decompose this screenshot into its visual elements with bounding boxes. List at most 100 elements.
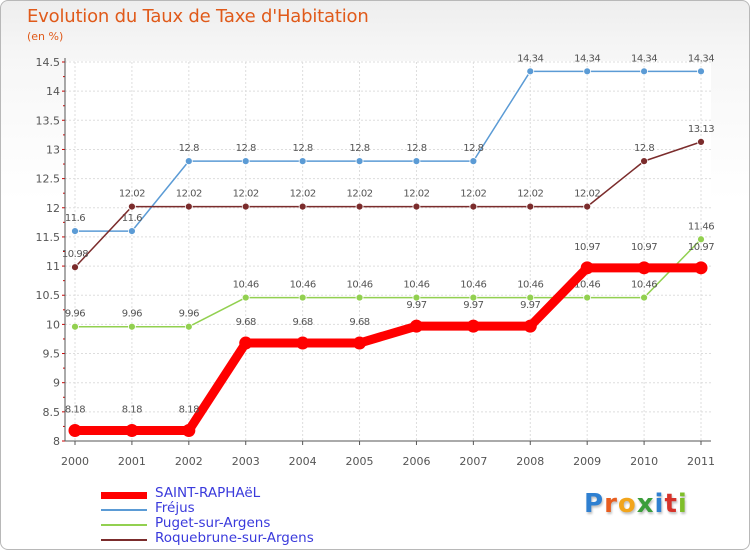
data-point-roquebrune-sur-argens (469, 202, 478, 211)
data-label-fr-jus: 12.8 (463, 143, 483, 154)
x-tick-label: 2005 (346, 455, 374, 468)
x-tick-label: 2004 (289, 455, 317, 468)
data-point-roquebrune-sur-argens (526, 202, 535, 211)
data-point-roquebrune-sur-argens (184, 202, 193, 211)
y-tick-label: 10.5 (36, 289, 61, 302)
data-label-fr-jus: 14.34 (517, 53, 543, 64)
data-label-saint-rapha-l: 10.97 (574, 242, 600, 253)
data-point-saint-rapha-l (637, 261, 651, 275)
data-label-puget-sur-argens: 10.46 (574, 280, 600, 291)
x-tick-label: 2011 (687, 455, 715, 468)
y-unit-label: (en %) (27, 30, 64, 43)
data-label-fr-jus: 11.6 (65, 213, 85, 224)
logo-letter: P (584, 489, 605, 519)
data-label-roquebrune-sur-argens: 12.02 (460, 189, 486, 200)
data-point-fr-jus (412, 157, 421, 166)
x-tick-label: 2000 (61, 455, 89, 468)
x-tick-label: 2006 (402, 455, 430, 468)
legend-swatch (101, 509, 147, 511)
legend-swatch (101, 539, 147, 541)
data-point-puget-sur-argens (526, 293, 535, 302)
data-label-fr-jus: 14.34 (631, 53, 657, 64)
series-line-fr-jus (74, 70, 702, 232)
chart-title: Evolution du Taux de Taxe d'Habitation (27, 6, 369, 27)
data-label-saint-rapha-l: 10.97 (688, 242, 714, 253)
series-line-saint-rapha-l (70, 263, 706, 436)
legend-label: Roquebrune-sur-Argens (155, 530, 314, 546)
data-point-puget-sur-argens (241, 293, 250, 302)
legend-label: Puget-sur-Argens (155, 515, 271, 531)
data-label-saint-rapha-l: 8.18 (65, 405, 85, 416)
data-point-roquebrune-sur-argens (583, 202, 592, 211)
series-line-roquebrune-sur-argens (74, 141, 702, 268)
y-tick-label: 11.5 (36, 231, 61, 244)
data-label-fr-jus: 12.8 (236, 143, 256, 154)
data-point-fr-jus (583, 67, 592, 76)
legend-label: SAINT-RAPHAëL (155, 485, 261, 501)
data-point-saint-rapha-l (580, 261, 594, 275)
data-point-fr-jus (697, 67, 705, 76)
logo-letter: r (604, 489, 618, 519)
data-label-puget-sur-argens: 10.46 (517, 280, 543, 291)
data-label-saint-rapha-l: 9.97 (406, 300, 426, 311)
data-point-fr-jus (526, 67, 535, 76)
data-label-saint-rapha-l: 8.18 (179, 405, 199, 416)
data-label-roquebrune-sur-argens: 12.8 (634, 143, 654, 154)
data-point-saint-rapha-l (409, 319, 423, 333)
y-tick-label: 8.5 (43, 406, 61, 419)
data-label-saint-rapha-l: 9.97 (463, 300, 483, 311)
data-point-roquebrune-sur-argens (355, 202, 364, 211)
legend-swatch (101, 524, 147, 526)
data-label-puget-sur-argens: 11.46 (688, 221, 714, 232)
data-point-saint-rapha-l (296, 336, 310, 350)
data-label-roquebrune-sur-argens: 12.02 (403, 189, 429, 200)
data-point-fr-jus (469, 157, 478, 166)
data-label-puget-sur-argens: 10.46 (631, 280, 657, 291)
y-tick-label: 13 (46, 143, 60, 156)
data-point-puget-sur-argens (184, 322, 193, 331)
data-label-roquebrune-sur-argens: 12.02 (290, 189, 316, 200)
y-tick-label: 9.5 (43, 348, 61, 361)
data-label-fr-jus: 14.34 (574, 53, 600, 64)
y-tick-label: 12.5 (36, 173, 61, 186)
data-point-fr-jus (128, 227, 136, 235)
data-label-fr-jus: 12.8 (349, 143, 369, 154)
data-point-puget-sur-argens (697, 235, 705, 244)
data-point-puget-sur-argens (469, 293, 478, 302)
data-label-puget-sur-argens: 9.96 (179, 309, 199, 320)
logo-letter: i (677, 489, 688, 519)
y-tick-label: 11 (46, 260, 60, 273)
data-label-roquebrune-sur-argens: 12.02 (346, 189, 372, 200)
data-point-fr-jus (71, 227, 79, 235)
data-label-roquebrune-sur-argens: 10.98 (62, 249, 88, 260)
logo-letter: t (664, 489, 678, 519)
x-tick-label: 2009 (573, 455, 601, 468)
data-label-puget-sur-argens: 10.46 (233, 280, 259, 291)
data-point-saint-rapha-l (68, 424, 82, 438)
data-point-roquebrune-sur-argens (640, 157, 648, 166)
data-label-saint-rapha-l: 9.97 (520, 300, 540, 311)
data-point-fr-jus (184, 157, 193, 166)
y-tick-label: 14 (46, 85, 60, 98)
x-tick-label: 2007 (459, 455, 487, 468)
data-point-roquebrune-sur-argens (298, 202, 307, 211)
data-label-puget-sur-argens: 9.96 (65, 309, 85, 320)
data-label-roquebrune-sur-argens: 12.02 (517, 189, 543, 200)
data-label-fr-jus: 14.34 (688, 53, 714, 64)
data-point-fr-jus (640, 67, 648, 76)
data-point-roquebrune-sur-argens (412, 202, 421, 211)
data-point-puget-sur-argens (640, 293, 648, 302)
data-label-roquebrune-sur-argens: 12.02 (574, 189, 600, 200)
logo-letter: i (654, 489, 665, 519)
x-tick-label: 2008 (516, 455, 544, 468)
data-label-roquebrune-sur-argens: 12.02 (233, 189, 259, 200)
data-label-puget-sur-argens: 9.96 (122, 309, 142, 320)
data-label-puget-sur-argens: 10.46 (290, 280, 316, 291)
legend-label: Fréjus (155, 500, 195, 516)
x-tick-label: 2010 (630, 455, 658, 468)
y-tick-label: 12 (46, 202, 60, 215)
data-point-fr-jus (298, 157, 307, 166)
data-label-saint-rapha-l: 8.18 (122, 405, 142, 416)
y-tick-label: 13.5 (36, 114, 61, 127)
